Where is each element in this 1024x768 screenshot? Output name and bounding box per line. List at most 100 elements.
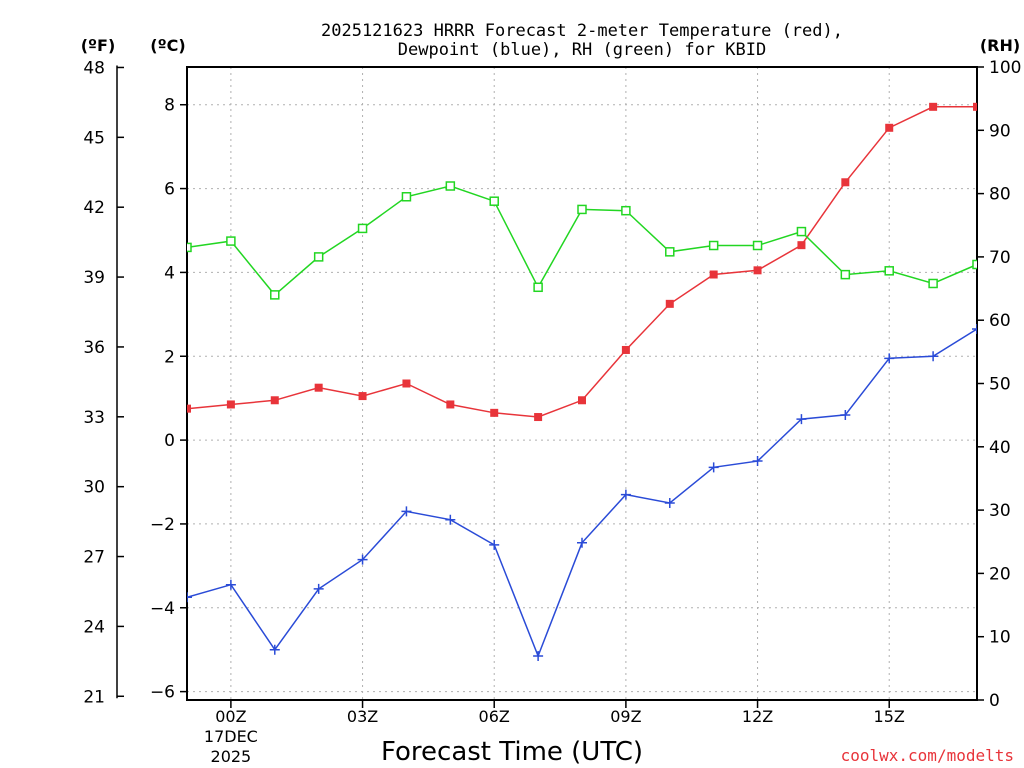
fahrenheit-tick-label: 30	[83, 478, 105, 498]
temperature-point	[929, 102, 938, 111]
fahrenheit-tick-label: 24	[83, 617, 105, 637]
dewpoint-point	[313, 583, 324, 594]
dewpoint-point	[225, 579, 236, 590]
dewpoint-point	[708, 462, 719, 473]
dewpoint-point	[972, 324, 977, 335]
temperature-point	[534, 413, 543, 422]
temperature-point	[314, 383, 323, 392]
rh-point	[752, 240, 763, 251]
dewpoint-point	[533, 650, 544, 661]
rh-tick-label: 50	[989, 375, 1011, 395]
fahrenheit-tick-label: 21	[83, 687, 105, 707]
dewpoint-point	[445, 514, 456, 525]
rh-tick-label: 100	[989, 58, 1021, 78]
temperature-point	[187, 404, 191, 413]
rh-tick-label: 10	[989, 628, 1011, 648]
x-tick-label: 06Z	[479, 707, 510, 726]
temperature-point	[621, 345, 630, 354]
rh-point	[972, 259, 977, 270]
rh-point	[840, 269, 851, 280]
rh-tick-label: 90	[989, 121, 1011, 141]
dewpoint-point	[928, 351, 939, 362]
temperature-point	[973, 102, 977, 111]
rh-line	[187, 185, 977, 296]
series-group	[187, 102, 977, 661]
chart-title-line-2: Dewpoint (blue), RH (green) for KBID	[398, 40, 766, 60]
celsius-tick-label: −4	[150, 599, 175, 619]
temperature-point	[446, 400, 455, 409]
rh-point	[796, 226, 807, 237]
temperature-point	[358, 392, 367, 401]
temperature-point	[402, 379, 411, 388]
rh-point	[489, 196, 499, 206]
temperature-point	[709, 270, 718, 279]
rh-tick-label: 60	[989, 311, 1011, 331]
x-tick-label: 00Z	[215, 707, 246, 726]
dewpoint-line	[187, 328, 977, 659]
celsius-tick-label: 8	[164, 96, 175, 116]
x-tick-label: 09Z	[610, 707, 641, 726]
rh-tick-label: 20	[989, 564, 1011, 584]
temperature-point	[270, 396, 279, 405]
rh-tick-label: 70	[989, 248, 1011, 268]
dewpoint-point	[269, 644, 280, 655]
x-axis-label: Forecast Time (UTC)	[381, 737, 643, 767]
temperature-line	[187, 106, 977, 418]
x-tick-year-label: 2025	[211, 747, 252, 766]
watermark: coolwx.com/modelts	[841, 746, 1014, 765]
rh-point	[401, 192, 412, 202]
rh-point	[313, 252, 324, 262]
x-tick-label: 12Z	[742, 707, 773, 726]
fahrenheit-tick-label: 33	[83, 408, 105, 428]
celsius-tick-label: 4	[164, 263, 175, 283]
dewpoint-point	[884, 353, 895, 364]
temperature-point	[578, 396, 586, 405]
fahrenheit-unit-label: (ºF)	[81, 36, 116, 55]
dewpoint-point	[796, 414, 807, 425]
rh-point	[533, 282, 543, 293]
rh-tick-label: 80	[989, 185, 1011, 205]
dewpoint-point	[577, 537, 587, 548]
rh-point	[577, 204, 587, 215]
rh-point	[270, 290, 280, 300]
rh-point	[621, 205, 631, 216]
rh-point	[665, 247, 675, 257]
fahrenheit-tick-label: 45	[83, 128, 105, 148]
rh-point	[357, 223, 368, 234]
rh-point	[928, 278, 938, 289]
plot-frame	[186, 66, 978, 701]
celsius-tick-label: 6	[164, 180, 175, 200]
temperature-point	[490, 408, 499, 417]
dewpoint-point	[752, 456, 763, 467]
rh-point	[884, 266, 894, 276]
temperature-point	[885, 123, 894, 132]
rh-point	[708, 240, 719, 251]
celsius-unit-label: (ºC)	[150, 36, 185, 55]
x-tick-label: 15Z	[874, 707, 905, 726]
temperature-point	[226, 400, 235, 409]
fahrenheit-tick-label: 42	[83, 198, 105, 218]
chart-title-line-1: 2025121623 HRRR Forecast 2-meter Tempera…	[321, 21, 843, 41]
rh-point	[226, 236, 236, 246]
grid-lines	[187, 67, 977, 700]
x-tick-date-label: 17DEC	[204, 727, 258, 746]
data-series	[187, 102, 977, 661]
fahrenheit-tick-label: 36	[83, 338, 105, 358]
rh-tick-label: 40	[989, 438, 1011, 458]
x-tick-label: 03Z	[347, 707, 378, 726]
dewpoint-point	[187, 592, 192, 603]
celsius-tick-label: −2	[150, 515, 175, 535]
rh-unit-label: (RH)	[980, 36, 1020, 55]
fahrenheit-tick-label: 39	[83, 268, 105, 288]
temperature-point	[841, 178, 850, 187]
rh-point	[187, 242, 192, 253]
chart-title: 2025121623 HRRR Forecast 2-meter Tempera…	[321, 21, 843, 60]
rh-point	[445, 181, 456, 191]
fahrenheit-tick-label: 48	[83, 58, 105, 78]
dewpoint-point	[401, 506, 412, 517]
temperature-point	[665, 299, 674, 308]
dewpoint-point	[840, 409, 851, 420]
rh-tick-label: 30	[989, 501, 1011, 521]
rh-tick-label: 0	[989, 691, 1000, 711]
